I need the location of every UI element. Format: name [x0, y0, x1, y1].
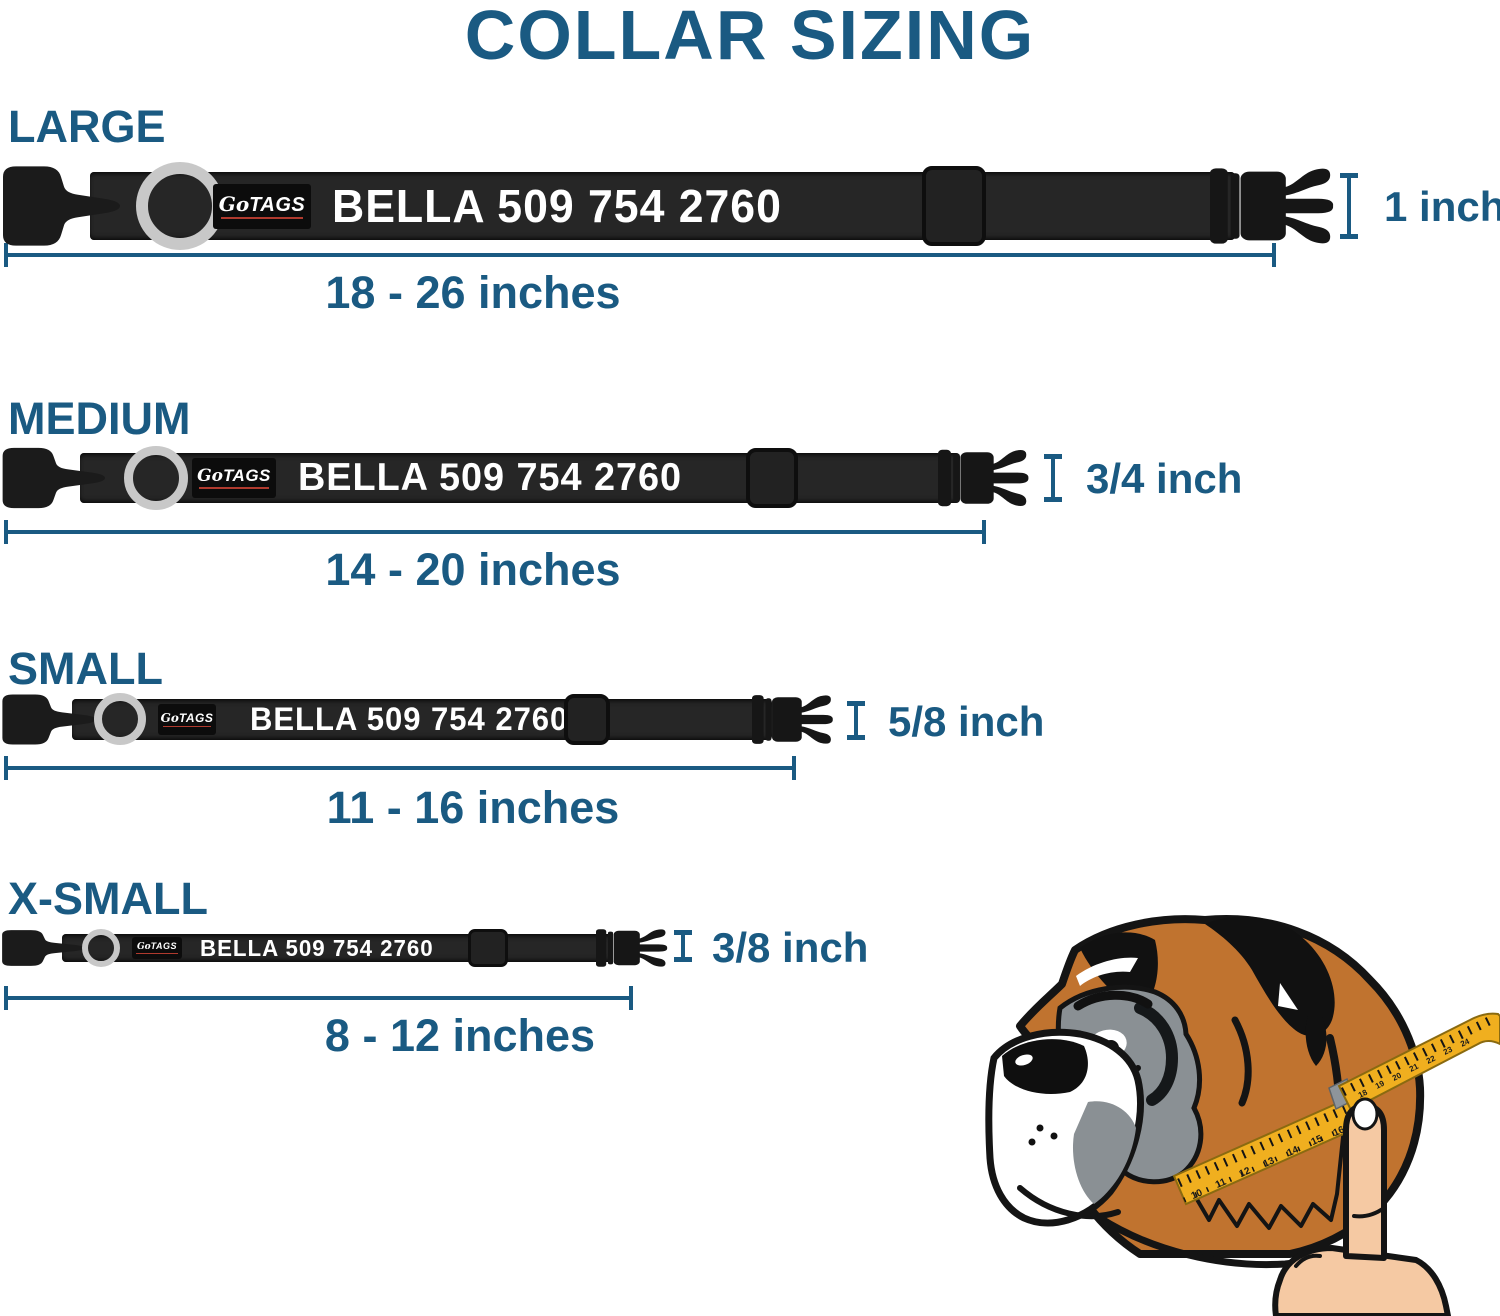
- width-bracket-small: [847, 701, 865, 740]
- range-label-xsmall: 8 - 12 inches: [324, 1010, 596, 1061]
- dog-ear-highlight: [1278, 983, 1298, 1010]
- dog-fur-streak: [1231, 1016, 1252, 1107]
- tape-number: 24: [1459, 1037, 1471, 1049]
- dog-ear-curl: [1305, 1006, 1327, 1066]
- dog-whisker-dot: [1036, 1124, 1044, 1132]
- brand-go: Go: [136, 942, 151, 952]
- d-ring-small: [94, 693, 146, 745]
- tri-glide-slider-small: [564, 694, 610, 745]
- width-label-medium: 3/4 inch: [1086, 455, 1243, 502]
- brand-go: Go: [197, 465, 223, 486]
- measure-line-medium: [4, 520, 986, 544]
- buckle-male-large: [1210, 168, 1334, 244]
- width-label-small: 5/8 inch: [888, 698, 1045, 745]
- buckle-female-xsmall: [2, 930, 85, 966]
- knuckle-line: [1294, 1253, 1322, 1268]
- size-label-large: LARGE: [8, 101, 166, 152]
- gotags-patch-small: Go TAGS: [158, 704, 216, 735]
- size-label-xsmall: X-SMALL: [8, 873, 208, 924]
- brand-tags: TAGS: [249, 193, 306, 216]
- collar-personalization-small: BELLA 509 754 2760: [250, 701, 569, 737]
- dog-nose: [1002, 1039, 1088, 1095]
- dog-jowl-shading: [1072, 1101, 1136, 1204]
- finger-crease: [1352, 1206, 1386, 1219]
- dog-whisker-dot: [1050, 1132, 1058, 1140]
- collar-personalization-large: BELLA 509 754 2760: [332, 180, 782, 232]
- logo-underline: [198, 486, 270, 490]
- dog-measuring-illustration: 10 11 12 13 14 15 16 18 19 20 21 22 23 2…: [980, 888, 1500, 1316]
- brand-tags: TAGS: [150, 941, 178, 951]
- buckle-male-small: [752, 695, 833, 744]
- boxer-dog-head-graphic: 10 11 12 13 14 15 16 18 19 20 21 22 23 2…: [985, 915, 1500, 1316]
- brand-go: Go: [218, 191, 250, 216]
- tape-number: 13: [1262, 1155, 1277, 1170]
- measure-line-small: [4, 756, 796, 780]
- tape-number: 14: [1286, 1144, 1301, 1159]
- buckle-female-medium: [2, 447, 105, 509]
- buckle-male-xsmall: [596, 929, 668, 967]
- page-title: COLLAR SIZING: [464, 0, 1036, 74]
- measure-line-large: [4, 243, 1276, 267]
- brand-go: Go: [160, 710, 179, 725]
- range-label-small: 11 - 16 inches: [326, 782, 620, 833]
- tape-number: 16: [1332, 1124, 1347, 1139]
- width-label-large: 1 inch: [1384, 183, 1500, 230]
- tri-glide-slider-large: [922, 166, 986, 246]
- width-label-xsmall: 3/8 inch: [712, 924, 869, 971]
- d-ring-medium: [124, 446, 188, 510]
- d-ring-large: [136, 162, 224, 250]
- fingernail: [1351, 1097, 1379, 1131]
- dog-mouth-line: [1017, 1185, 1121, 1220]
- range-label-large: 18 - 26 inches: [325, 267, 621, 318]
- buckle-female-large: [3, 166, 120, 246]
- width-bracket-large: [1340, 173, 1358, 239]
- buckle-male-medium: [938, 449, 1029, 507]
- tape-number: 11: [1214, 1176, 1229, 1191]
- dog-whisker-dot: [1028, 1138, 1036, 1146]
- collar-personalization-medium: BELLA 509 754 2760: [298, 456, 683, 499]
- dog-mask-shadow: [1134, 1002, 1179, 1106]
- size-label-medium: MEDIUM: [8, 393, 191, 444]
- dog-fur-jagged-edge: [1190, 1126, 1346, 1230]
- brand-tags: TAGS: [178, 710, 214, 725]
- tape-number: 12: [1238, 1165, 1253, 1180]
- logo-underline: [162, 725, 212, 728]
- measure-line-xsmall: [4, 986, 633, 1010]
- measuring-tape-upper: 18 19 20 21 22 23 24: [1337, 1012, 1500, 1112]
- hand-holding-tape: [1272, 1097, 1451, 1316]
- tape-number: 10: [1190, 1187, 1205, 1202]
- dog-nostril-highlight: [1015, 1054, 1033, 1066]
- tape-number: 15: [1310, 1133, 1325, 1148]
- width-bracket-xsmall: [674, 930, 692, 962]
- width-bracket-medium: [1044, 454, 1062, 502]
- hand-palm: [1272, 1245, 1451, 1316]
- d-ring-xsmall: [82, 929, 120, 967]
- dog-ear-back: [1205, 916, 1335, 1036]
- gotags-patch-xsmall: Go TAGS: [132, 937, 182, 959]
- tri-glide-slider-xsmall: [468, 929, 508, 967]
- logo-underline: [136, 953, 178, 954]
- tri-glide-slider-medium: [746, 448, 798, 508]
- range-label-medium: 14 - 20 inches: [325, 544, 621, 595]
- dog-brow: [1073, 990, 1153, 1011]
- buckle-female-small: [2, 694, 96, 745]
- gotags-patch-large: Go TAGS: [213, 184, 311, 229]
- size-label-small: SMALL: [8, 643, 163, 694]
- collar-personalization-xsmall: BELLA 509 754 2760: [200, 935, 434, 961]
- dog-blaze: [1076, 957, 1138, 986]
- gotags-patch-medium: Go TAGS: [192, 458, 276, 498]
- brand-tags: TAGS: [222, 465, 271, 485]
- logo-underline: [220, 216, 304, 220]
